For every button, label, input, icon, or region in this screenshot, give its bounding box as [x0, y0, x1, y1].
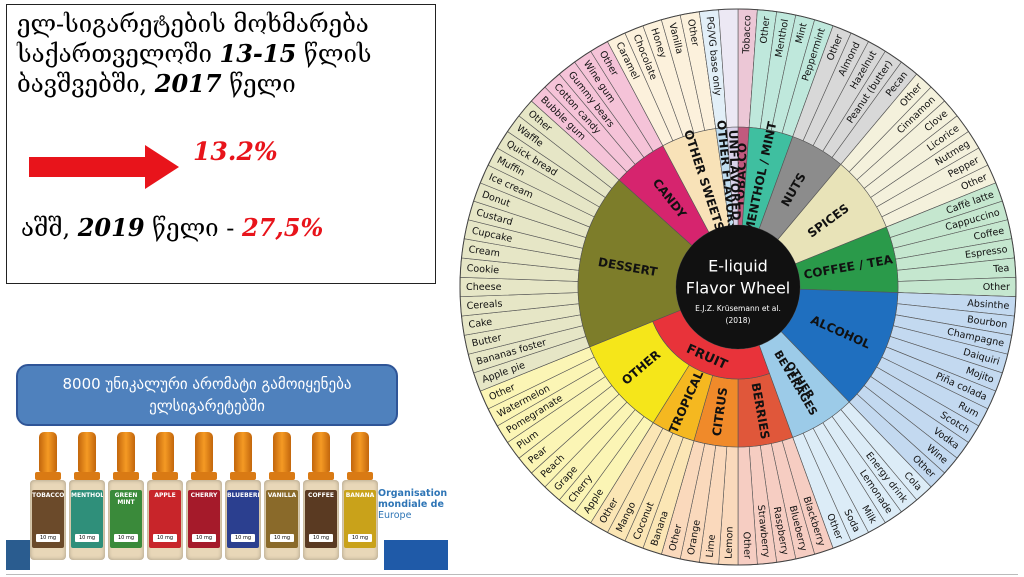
bottle-label: TOBACCO: [32, 492, 64, 499]
center-author: E.J.Z. Krüsemann et al.: [695, 304, 781, 313]
bottle-label: COFFEE: [308, 492, 334, 499]
wheel-item-label: Other: [983, 282, 1010, 293]
wheel-rim: [459, 8, 1017, 566]
bottle-mg: 10 mg: [270, 534, 294, 542]
wheel-item-label: Cereals: [466, 298, 502, 311]
wheel-center: [676, 225, 800, 349]
org-logo-text: Organisation mondiale de la Europe: [378, 488, 448, 521]
wheel-item-label: Other: [759, 16, 773, 44]
wheel-item-label: Cream: [468, 244, 501, 259]
bottle-mg: 10 mg: [231, 534, 255, 542]
org-logo-bar: [384, 540, 448, 570]
bottle: COFFEE 10 mg: [303, 432, 339, 560]
flavor-count-callout: 8000 უნიკალური არომატი გამოიყენება ელსიგ…: [16, 364, 398, 426]
wheel-item-label: Mint: [794, 22, 810, 45]
bottle-label: VANILLA: [267, 492, 297, 499]
wheel-item-label: Lemon: [724, 526, 736, 559]
wheel-item-label: Tea: [992, 263, 1010, 275]
bottle-mg: 10 mg: [75, 534, 99, 542]
wheel-item-label: Cake: [468, 317, 493, 331]
wheel-item-label: Cookie: [466, 263, 499, 276]
wheel-item-label: Absinthe: [967, 298, 1010, 312]
bottle-mg: 10 mg: [192, 534, 216, 542]
wheel-item-label: Cheese: [466, 282, 502, 293]
bottle-label: BANANA: [345, 492, 375, 499]
wheel-item-label: Tobacco: [741, 15, 753, 55]
bottle-mg: 10 mg: [36, 534, 60, 542]
bottle: BLUEBERRY 10 mg: [225, 432, 261, 560]
wheel-category-label: UNFLAVORED: [726, 129, 743, 220]
wheel-item-label: Lime: [705, 534, 718, 558]
center-year: (2018): [726, 316, 751, 325]
bottle: BANANA 10 mg: [342, 432, 378, 560]
bottle: MENTHOL 10 mg: [69, 432, 105, 560]
bottle: CHERRY 10 mg: [186, 432, 222, 560]
slide-bottom-border: [6, 574, 1018, 575]
text-panel: ელ-სიგარეტების მოხმარება საქართველოში 13…: [6, 4, 436, 284]
bottle-label: CHERRY: [190, 492, 218, 499]
bottle-mg: 10 mg: [153, 534, 177, 542]
center-title-1: E-liquid: [708, 257, 768, 276]
bottle-mg: 10 mg: [348, 534, 372, 542]
bottle: VANILLA 10 mg: [264, 432, 300, 560]
bottle-mg: 10 mg: [309, 534, 333, 542]
bottle: GREEN MINT 10 mg: [108, 432, 144, 560]
red-arrow-icon: [29, 145, 179, 189]
wheel-category-label: CITRUS: [710, 386, 731, 437]
bottle-label: BLUEBERRY: [227, 492, 259, 499]
center-title-2: Flavor Wheel: [686, 279, 790, 298]
slide-title: ელ-სიგარეტების მოხმარება საქართველოში 13…: [17, 10, 372, 98]
bottle: APPLE 10 mg: [147, 432, 183, 560]
wheel-item-label: Other: [685, 18, 701, 47]
usa-stat-line: აშშ, 2019 წელი - 27,5%: [21, 213, 324, 242]
bottle-label: MENTHOL: [71, 492, 103, 499]
georgia-stat: 13.2%: [193, 137, 278, 166]
bottle-label: GREEN MINT: [114, 492, 138, 506]
wheel-item-label: Other: [741, 531, 753, 559]
bottle-mg: 10 mg: [114, 534, 138, 542]
eliquid-bottles-image: TOBACCO 10 mg MENTHOL 10 mg GREEN MINT 10 mg A…: [30, 432, 390, 562]
corner-decoration: [6, 540, 30, 570]
bottle: TOBACCO 10 mg: [30, 432, 66, 560]
bottle-label: APPLE: [154, 492, 176, 499]
